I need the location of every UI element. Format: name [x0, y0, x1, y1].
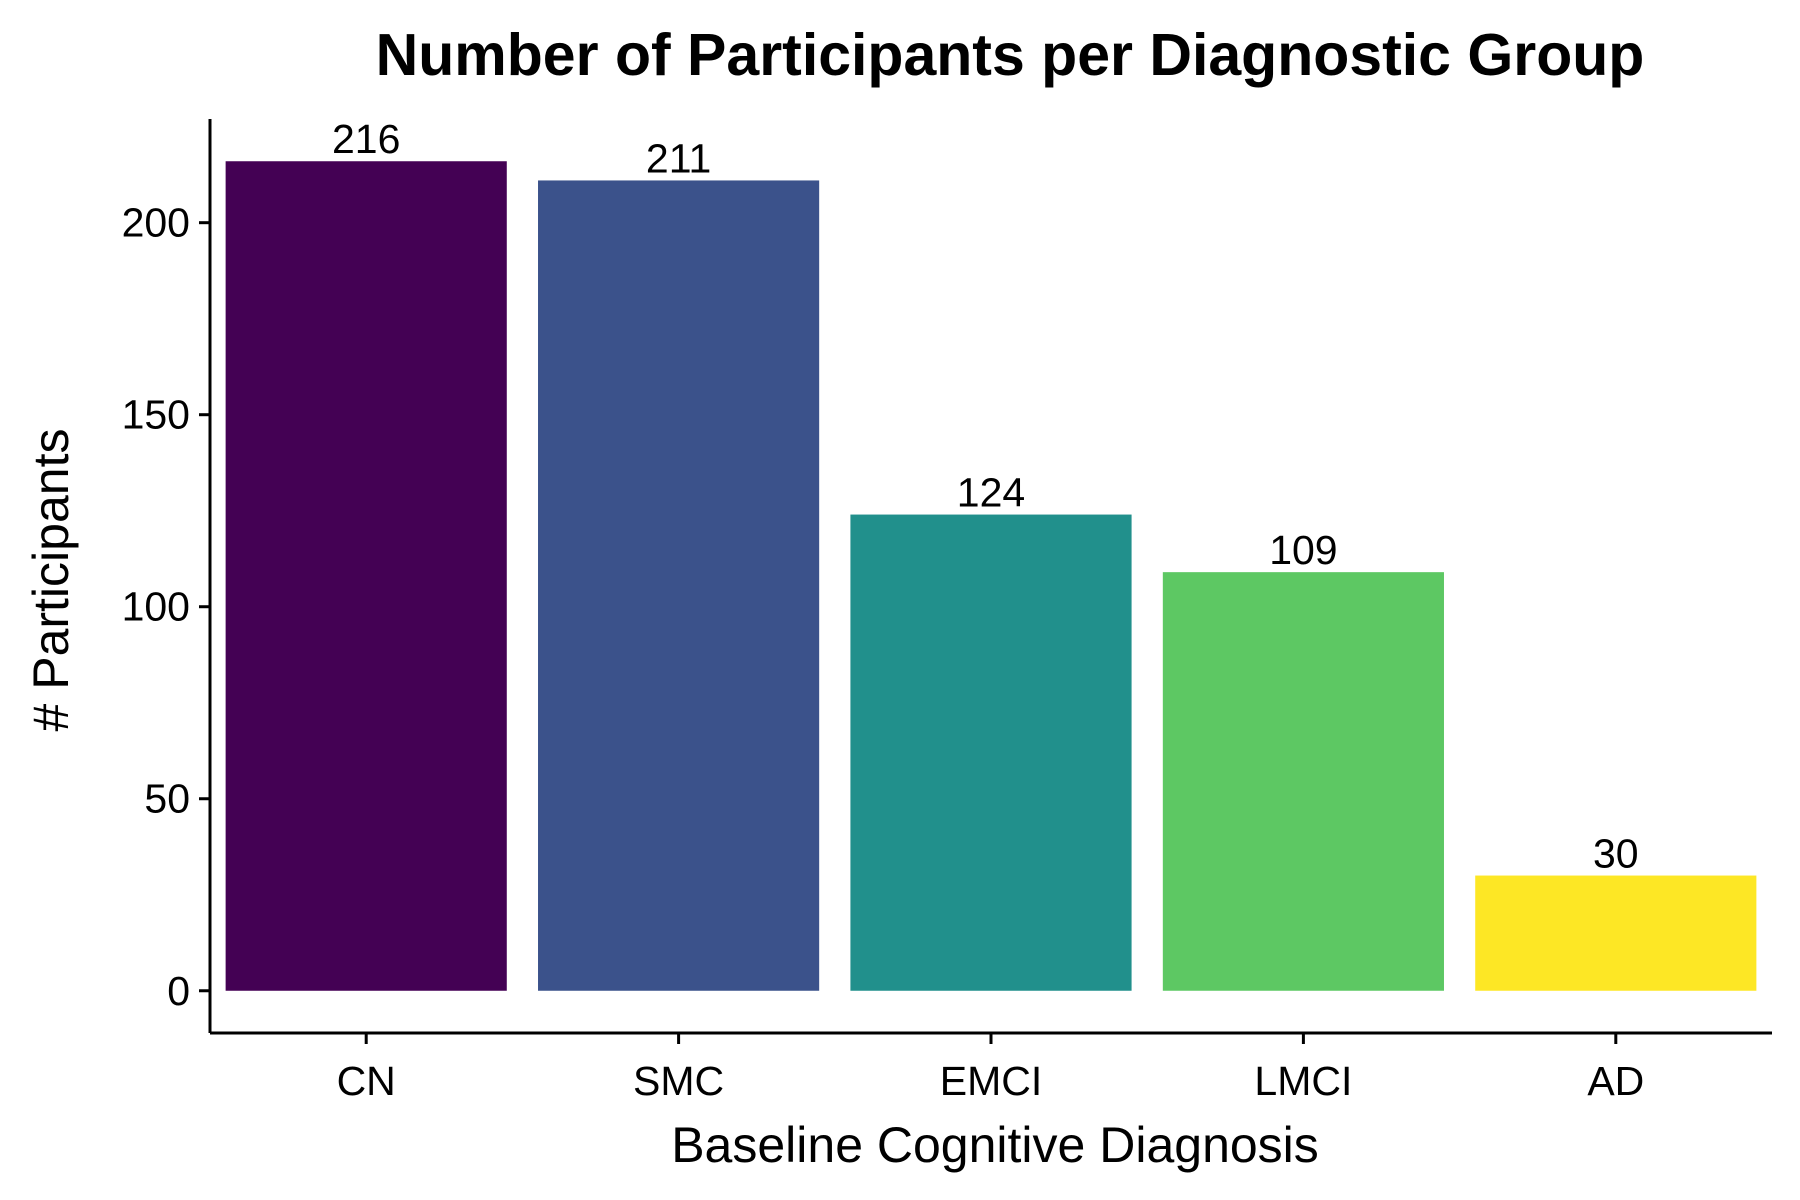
data-label-ad: 30	[1593, 831, 1639, 877]
x-tick-label-smc: SMC	[633, 1058, 724, 1104]
y-tick-label-150: 150	[122, 392, 190, 438]
bar-lmci	[1162, 572, 1444, 991]
bar-smc	[538, 180, 820, 991]
bar-emci	[850, 514, 1132, 991]
chart-title: Number of Participants per Diagnostic Gr…	[376, 22, 1645, 88]
x-tick-label-emci: EMCI	[940, 1058, 1043, 1104]
x-tick-label-cn: CN	[337, 1058, 396, 1104]
data-label-cn: 216	[332, 116, 400, 162]
x-tick-label-lmci: LMCI	[1254, 1058, 1352, 1104]
data-label-emci: 124	[957, 470, 1025, 516]
data-label-lmci: 109	[1269, 527, 1337, 573]
x-axis-ticks: CN SMC EMCI LMCI AD	[337, 1033, 1644, 1104]
x-axis-title: Baseline Cognitive Diagnosis	[671, 1117, 1319, 1173]
y-axis-title: # Participants	[23, 429, 79, 732]
x-tick-label-ad: AD	[1587, 1058, 1644, 1104]
y-tick-label-50: 50	[144, 776, 190, 822]
bar-ad	[1475, 875, 1757, 991]
data-label-smc: 211	[646, 135, 711, 181]
plot-area: 216 211 124 109 30	[225, 116, 1757, 991]
y-tick-label-0: 0	[167, 968, 190, 1014]
bar-cn	[225, 161, 507, 991]
y-axis-ticks: 0 50 100 150 200	[122, 200, 210, 1014]
y-tick-label-100: 100	[122, 584, 190, 630]
y-tick-label-200: 200	[122, 200, 190, 246]
